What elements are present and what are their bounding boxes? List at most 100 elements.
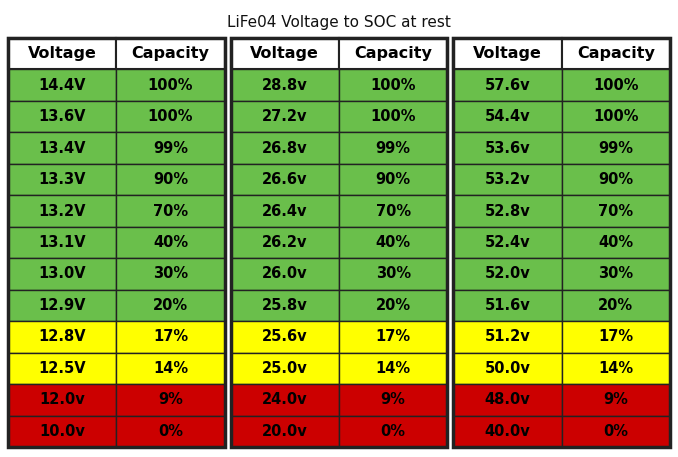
Bar — [231, 415, 339, 447]
Text: 53.6v: 53.6v — [485, 141, 530, 156]
Bar — [454, 101, 561, 133]
Bar — [8, 164, 117, 195]
Text: 48.0v: 48.0v — [485, 392, 530, 407]
Bar — [339, 69, 447, 101]
Text: 14%: 14% — [153, 361, 188, 376]
Bar — [8, 227, 117, 258]
Bar — [454, 69, 561, 101]
Bar — [339, 38, 447, 69]
Text: 90%: 90% — [598, 172, 633, 187]
Bar — [117, 227, 224, 258]
Text: 51.2v: 51.2v — [485, 329, 530, 345]
Text: 0%: 0% — [158, 424, 183, 439]
Text: 0%: 0% — [380, 424, 405, 439]
Text: 70%: 70% — [598, 203, 633, 218]
Text: 13.0V: 13.0V — [39, 266, 86, 282]
Bar — [561, 321, 670, 353]
Text: 40%: 40% — [153, 235, 188, 250]
Bar — [8, 195, 117, 227]
Text: 70%: 70% — [153, 203, 188, 218]
Text: Capacity: Capacity — [132, 46, 210, 61]
Bar — [231, 38, 447, 447]
Text: 52.4v: 52.4v — [485, 235, 530, 250]
Bar — [231, 258, 339, 290]
Bar — [8, 353, 117, 384]
Text: 9%: 9% — [603, 392, 629, 407]
Text: 100%: 100% — [593, 78, 639, 93]
Bar — [561, 415, 670, 447]
Text: LiFe04 Voltage to SOC at rest: LiFe04 Voltage to SOC at rest — [227, 15, 451, 30]
Text: 13.2V: 13.2V — [39, 203, 86, 218]
Bar — [339, 164, 447, 195]
Bar — [231, 38, 339, 69]
Bar — [454, 290, 561, 321]
Text: 30%: 30% — [598, 266, 633, 282]
Text: 28.8v: 28.8v — [262, 78, 308, 93]
Bar — [8, 69, 117, 101]
Bar — [231, 384, 339, 415]
Bar — [231, 164, 339, 195]
Text: 26.0v: 26.0v — [262, 266, 308, 282]
Text: 17%: 17% — [376, 329, 411, 345]
Text: 100%: 100% — [370, 109, 416, 124]
Text: 99%: 99% — [598, 141, 633, 156]
Text: 14.4V: 14.4V — [39, 78, 86, 93]
Bar — [117, 321, 224, 353]
Bar — [454, 38, 670, 447]
Bar — [8, 38, 224, 447]
Bar — [8, 38, 117, 69]
Text: 40%: 40% — [376, 235, 411, 250]
Bar — [561, 227, 670, 258]
Bar — [8, 101, 117, 133]
Text: 52.0v: 52.0v — [485, 266, 530, 282]
Bar — [8, 321, 117, 353]
Bar — [231, 195, 339, 227]
Bar — [339, 415, 447, 447]
Text: 99%: 99% — [153, 141, 188, 156]
Bar — [8, 415, 117, 447]
Bar — [231, 133, 339, 164]
Text: 14%: 14% — [598, 361, 633, 376]
Text: 57.6v: 57.6v — [485, 78, 530, 93]
Bar — [454, 38, 561, 69]
Bar — [231, 353, 339, 384]
Text: 12.8V: 12.8V — [39, 329, 86, 345]
Text: 10.0v: 10.0v — [39, 424, 85, 439]
Bar — [454, 258, 561, 290]
Text: 25.0v: 25.0v — [262, 361, 308, 376]
Bar — [231, 227, 339, 258]
Text: 51.6v: 51.6v — [485, 298, 530, 313]
Text: 0%: 0% — [603, 424, 629, 439]
Bar — [561, 384, 670, 415]
Bar — [339, 290, 447, 321]
Bar — [231, 321, 339, 353]
Bar — [561, 195, 670, 227]
Text: 70%: 70% — [376, 203, 411, 218]
Bar — [339, 321, 447, 353]
Bar — [561, 38, 670, 69]
Bar — [339, 384, 447, 415]
Bar — [117, 290, 224, 321]
Text: Voltage: Voltage — [28, 46, 96, 61]
Bar — [561, 69, 670, 101]
Text: 100%: 100% — [148, 109, 193, 124]
Text: Capacity: Capacity — [354, 46, 432, 61]
Text: 100%: 100% — [370, 78, 416, 93]
Bar — [231, 290, 339, 321]
Bar — [454, 321, 561, 353]
Text: Voltage: Voltage — [473, 46, 542, 61]
Bar — [454, 227, 561, 258]
Bar — [117, 353, 224, 384]
Bar — [454, 384, 561, 415]
Bar — [231, 69, 339, 101]
Text: 9%: 9% — [381, 392, 405, 407]
Text: 100%: 100% — [148, 78, 193, 93]
Text: 14%: 14% — [376, 361, 411, 376]
Bar — [339, 101, 447, 133]
Text: 12.5V: 12.5V — [39, 361, 86, 376]
Text: 13.4V: 13.4V — [39, 141, 86, 156]
Text: 25.8v: 25.8v — [262, 298, 308, 313]
Bar — [8, 258, 117, 290]
Text: 17%: 17% — [598, 329, 633, 345]
Text: 90%: 90% — [376, 172, 411, 187]
